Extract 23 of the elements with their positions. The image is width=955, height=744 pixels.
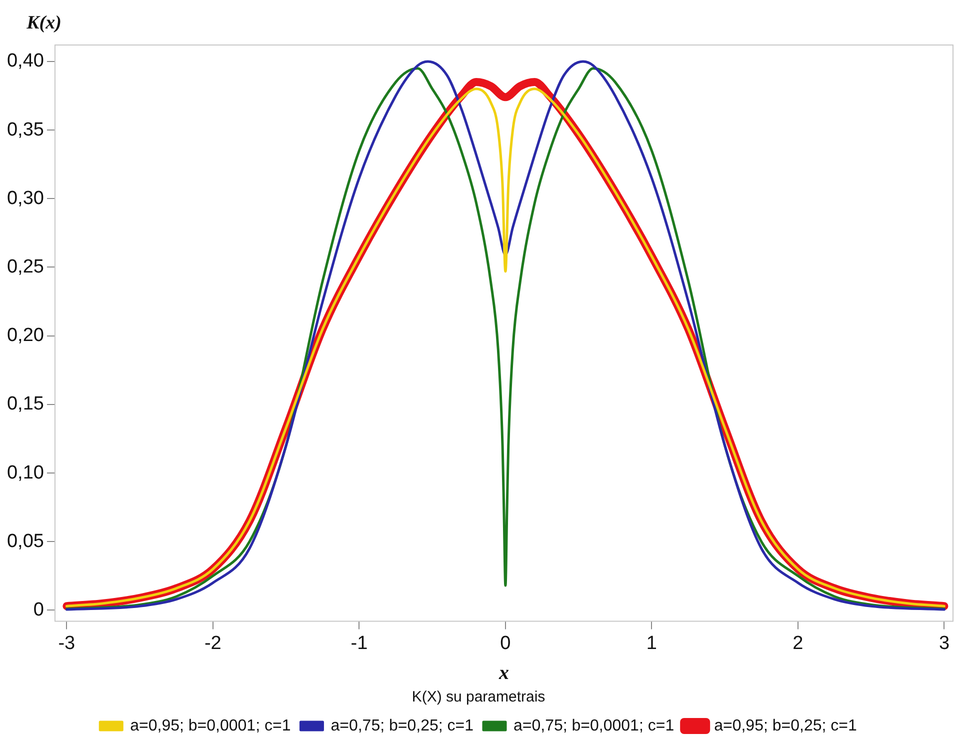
x-tick-label: 0 [500, 632, 511, 654]
y-tick-label: 0,30 [6, 188, 44, 209]
x-tick-label: -3 [58, 632, 76, 654]
y-tick-label: 0,15 [6, 394, 44, 415]
y-tick-label: 0,10 [6, 462, 44, 484]
x-tick-label: 2 [792, 632, 804, 654]
legend-label: a=0,95; b=0,0001; c=1 [130, 717, 291, 734]
legend-label: a=0,75; b=0,0001; c=1 [514, 717, 674, 734]
legend-title: K(X) su parametrais [412, 688, 546, 706]
x-axis-title: x [498, 662, 509, 684]
x-tick-label: 1 [646, 632, 657, 654]
y-tick-label: 0,40 [6, 50, 44, 72]
x-tick-label: -2 [204, 632, 222, 654]
y-tick-label: 0,35 [6, 119, 44, 140]
legend-label: a=0,95; b=0,25; c=1 [714, 717, 857, 734]
y-tick-label: 0 [33, 599, 44, 620]
legend-label: a=0,75; b=0,25; c=1 [330, 717, 474, 734]
y-tick-label: 0,25 [6, 256, 44, 278]
y-tick-label: 0,05 [6, 530, 44, 552]
x-tick-label: -1 [350, 632, 368, 654]
x-tick-label: 3 [938, 632, 950, 654]
y-axis-title: K(x) [26, 12, 62, 34]
y-tick-label: 0,20 [6, 325, 44, 346]
